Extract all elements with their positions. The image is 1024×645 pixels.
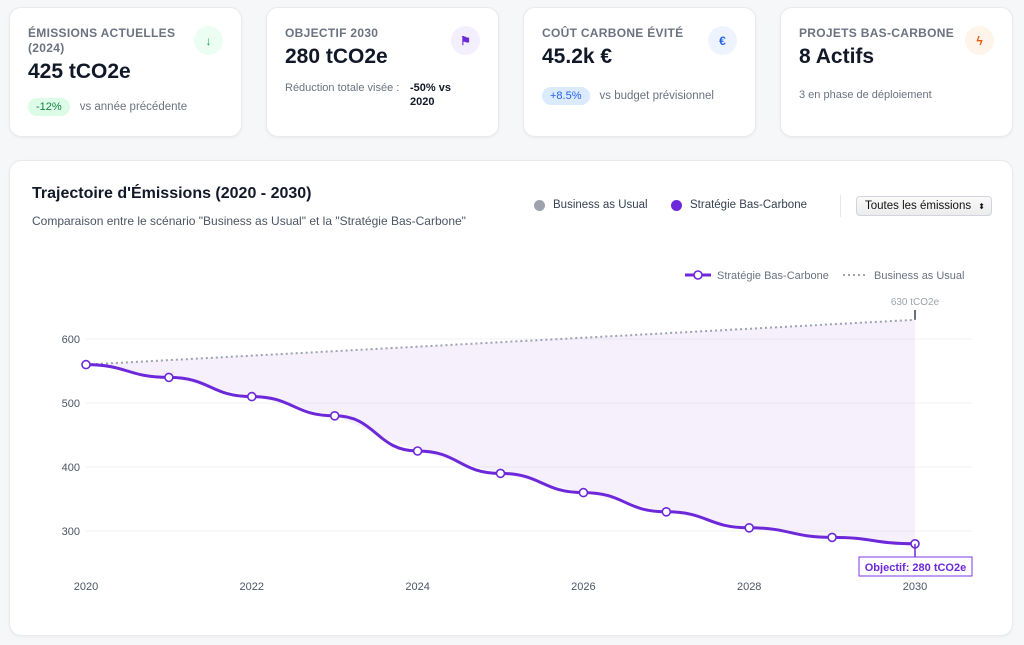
x-tick-label: 2022 <box>240 581 264 593</box>
euro-icon: € <box>708 26 737 55</box>
legend-bau-label: Business as Usual <box>874 270 965 282</box>
strategy-point <box>744 522 755 533</box>
strategy-point <box>495 468 506 479</box>
arrow-down-icon: ↓ <box>194 26 223 55</box>
card-value: 425 tCO2e <box>28 60 131 83</box>
bau-line <box>85 318 916 366</box>
y-tick-label: 300 <box>62 526 80 538</box>
change-badge: -12% <box>28 98 70 116</box>
legend-dot <box>671 199 682 211</box>
kpi-card-target-2030: OBJECTIF 2030 280 tCO2e ⚑ Réduction tota… <box>266 7 499 137</box>
select-arrows-icon: ⬍ <box>978 201 985 211</box>
card-label: OBJECTIF 2030 <box>285 26 379 40</box>
legend-label: Stratégie Bas-Carbone <box>690 199 807 211</box>
y-tick-label: 500 <box>62 398 80 410</box>
kpi-card-avoided-cost: COÛT CARBONE ÉVITÉ 45.2k € € +8.5% vs bud… <box>523 7 756 137</box>
select-value: Toutes les émissions <box>865 200 972 212</box>
y-tick-label: 400 <box>62 462 80 474</box>
x-tick-label: 2026 <box>571 581 595 593</box>
legend-strategy-label: Stratégie Bas-Carbone <box>717 270 829 282</box>
x-tick-label: 2020 <box>74 581 98 593</box>
gap-area <box>86 319 915 544</box>
card-value: 280 tCO2e <box>285 45 388 68</box>
divider <box>840 195 841 217</box>
flag-icon: ⚑ <box>451 26 480 55</box>
strategy-point <box>412 446 423 456</box>
y-tick-label: 600 <box>62 334 80 346</box>
card-note: Réduction totale visée : <box>285 82 400 94</box>
chart-title: Trajectoire d'Émissions (2020 - 2030) <box>32 185 312 202</box>
card-label: ÉMISSIONS ACTUELLES (2024) <box>28 26 176 55</box>
card-note: vs budget prévisionnel <box>599 90 714 102</box>
strategy-point <box>81 359 91 370</box>
kpi-card-current-emissions: ÉMISSIONS ACTUELLES (2024) 425 tCO2e ↓ -… <box>9 7 242 137</box>
strategy-point <box>164 372 174 383</box>
target-label: Objectif: 280 tCO2e <box>865 562 966 574</box>
card-value: 8 Actifs <box>799 45 875 68</box>
emissions-filter-select[interactable]: Toutes les émissions ⬍ <box>856 196 992 216</box>
change-badge: +8.5% <box>542 87 590 105</box>
strategy-point <box>578 487 589 498</box>
legend-strategy-marker <box>693 270 703 280</box>
legend-low-carbon[interactable]: Stratégie Bas-Carbone <box>671 199 807 211</box>
emissions-trajectory-panel: Trajectoire d'Émissions (2020 - 2030) Co… <box>9 160 1013 636</box>
legend-business-as-usual[interactable]: Business as Usual <box>534 199 648 211</box>
card-note: 3 en phase de déploiement <box>799 89 932 101</box>
chart-subtitle: Comparaison entre le scénario "Business … <box>32 214 466 228</box>
bau-end-label: 630 tCO2e <box>891 297 940 308</box>
x-tick-label: 2024 <box>405 581 429 593</box>
card-note: vs année précédente <box>79 101 188 113</box>
kpi-card-projects: PROJETS BAS-CARBONE 8 Actifs ϟ 3 en phas… <box>780 7 1013 137</box>
bolt-icon: ϟ <box>965 26 994 55</box>
card-value: 45.2k € <box>542 45 613 68</box>
card-label: COÛT CARBONE ÉVITÉ <box>542 26 684 40</box>
card-note-value: -50% vs 2020 <box>410 82 451 108</box>
strategy-point <box>247 391 257 402</box>
strategy-point <box>329 410 340 421</box>
legend-label: Business as Usual <box>553 199 648 211</box>
x-tick-label: 2030 <box>903 581 927 593</box>
card-label: PROJETS BAS-CARBONE <box>799 26 955 40</box>
strategy-point <box>661 506 672 517</box>
strategy-point <box>827 532 837 543</box>
legend-dot <box>534 199 545 211</box>
x-tick-label: 2028 <box>737 581 761 593</box>
target-box <box>858 556 973 577</box>
